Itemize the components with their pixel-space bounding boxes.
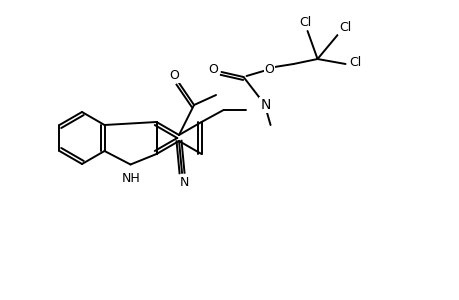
Text: N: N (260, 98, 270, 112)
Text: O: O (264, 62, 274, 76)
Text: Cl: Cl (299, 16, 311, 28)
Text: Cl: Cl (349, 56, 361, 68)
Text: O: O (208, 62, 218, 76)
Text: Cl: Cl (339, 20, 351, 34)
Text: O: O (169, 68, 179, 82)
Text: N: N (179, 176, 188, 188)
Text: NH: NH (122, 172, 140, 185)
